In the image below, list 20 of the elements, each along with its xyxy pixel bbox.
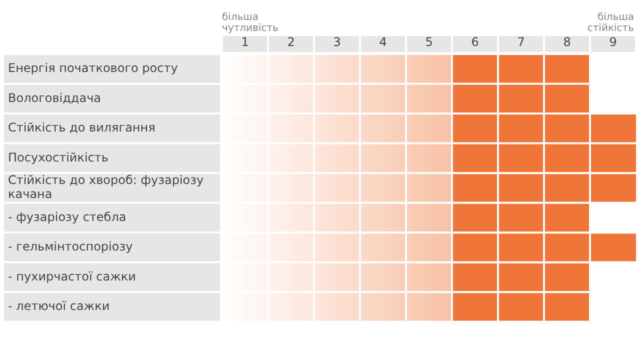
x-tick-label: 3 [333, 34, 341, 49]
y-tick-label: - летючої сажки [8, 299, 110, 314]
y-tick-label: Стійкість до вилягання [8, 120, 156, 135]
text: більша чутливість [222, 12, 279, 34]
y-tick-label: Вологовіддача [8, 90, 102, 105]
y-tick-label: - пухирчастої сажки [8, 269, 136, 284]
x-tick-label: 8 [563, 34, 571, 49]
x-tick-label: 6 [471, 34, 479, 49]
x-tick-label: 2 [287, 34, 295, 49]
y-tick-label: - гельмінтоспоріозу [8, 240, 133, 254]
y-tick-label: Посухостійкість [8, 150, 108, 164]
x-tick-label: 4 [379, 34, 387, 49]
y-tick-label: - фузаріозу стебла [8, 210, 126, 224]
y-tick-label: Енергія початкового росту [8, 61, 178, 76]
x-tick-label: 5 [425, 34, 433, 49]
y-tick-label: Стійкість до хвороб: фузаріозу качана [8, 172, 204, 202]
x-tick-label: 9 [609, 34, 617, 49]
text: більша стійкість [587, 12, 634, 34]
x-tick-label: 1 [241, 34, 249, 49]
x-tick-label: 7 [517, 34, 525, 49]
